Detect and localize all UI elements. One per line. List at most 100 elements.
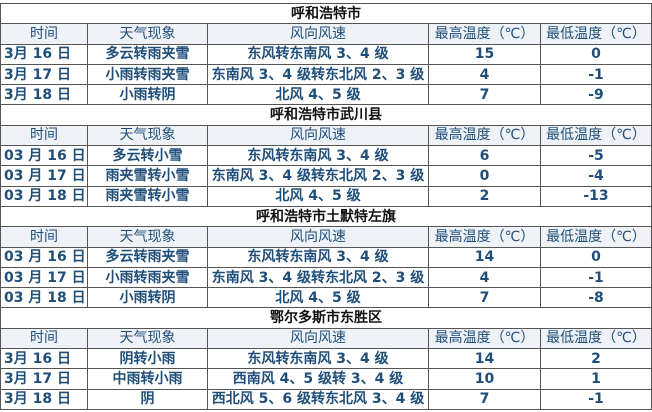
date-cell: 03 月 16 日 (0, 145, 88, 167)
header-row: 时间 天气现象 风向风速 最高温度（℃） 最低温度（℃） (0, 23, 652, 45)
weather-cell: 小雨转阴 (87, 287, 208, 309)
column-header: 风向风速 (207, 226, 429, 248)
high-temp-cell: 4 (428, 266, 541, 289)
weather-cell: 中雨转小雨 (87, 368, 208, 390)
low-temp-cell: -1 (539, 63, 652, 86)
table-row: 03 月 18 日小雨转阴 北风 4、5 级 7 -8 (0, 287, 652, 309)
section-title: 鄂尔多斯市东胜区 (0, 307, 652, 329)
weather-cell: 雨夹雪转小雪 (87, 185, 208, 207)
wind-cell: 北风 4、5 级 (207, 185, 429, 207)
date-cell: 3月 17 日 (0, 368, 88, 390)
section-title-row: 鄂尔多斯市东胜区 (0, 307, 652, 329)
high-temp-cell: 10 (428, 368, 541, 390)
high-temp-cell: 7 (428, 84, 541, 106)
column-header: 最高温度（℃） (428, 327, 541, 350)
low-temp-cell: -9 (539, 84, 652, 106)
weather-cell: 阴转小雨 (87, 348, 208, 370)
table-row: 3月 18 日阴西北风 5、6 级转东北风 3、4 级 7 -1 (0, 388, 652, 410)
table-row: 3月 16 日多云转雨夹雪 东风转东南风 3、4 级 15 0 (0, 43, 652, 65)
table-row: 03 月 18 日雨夹雪转小雪 北风 4、5 级 2 -13 (0, 185, 652, 207)
date-cell: 3月 16 日 (0, 43, 88, 65)
high-temp-cell: 7 (428, 388, 541, 410)
wind-cell: 东南风 3、4 级转东北风 2、3 级 (207, 165, 429, 187)
column-header: 时间 (0, 124, 88, 147)
high-temp-cell: 6 (428, 145, 541, 167)
high-temp-cell: 0 (428, 165, 541, 187)
low-temp-cell: -4 (539, 165, 652, 187)
column-header: 风向风速 (207, 327, 429, 350)
column-header: 风向风速 (207, 124, 429, 147)
table-row: 3月 16 日阴转小雨 东风转东南风 3、4 级 14 2 (0, 348, 652, 370)
column-header: 天气现象 (87, 327, 208, 350)
column-header: 天气现象 (87, 226, 208, 248)
low-temp-cell: 0 (539, 246, 652, 268)
table-row: 03 月 17 日小雨转雨夹雪 东南风 3、4 级转东北风 2、3 级 4 -1 (0, 266, 652, 289)
section-title-row: 呼和浩特市 (0, 2, 652, 25)
date-cell: 3月 18 日 (0, 84, 88, 106)
column-header: 时间 (0, 226, 88, 248)
column-header: 最高温度（℃） (428, 226, 541, 248)
column-header: 最低温度（℃） (539, 327, 652, 350)
column-header: 天气现象 (87, 23, 208, 45)
table-row: 03 月 16 日多云转小雪 东风转东南风 3、4 级 6 -5 (0, 145, 652, 167)
section-title: 呼和浩特市 (0, 2, 652, 25)
date-cell: 03 月 17 日 (0, 165, 88, 187)
date-cell: 03 月 17 日 (0, 266, 88, 289)
wind-cell: 西南风 4、5 级转 3、4 级 (207, 368, 429, 390)
column-header: 最高温度（℃） (428, 124, 541, 147)
low-temp-cell: -8 (539, 287, 652, 309)
date-cell: 03 月 18 日 (0, 185, 88, 207)
wind-cell: 北风 4、5 级 (207, 287, 429, 309)
section-title: 呼和浩特市土默特左旗 (0, 205, 652, 228)
wind-cell: 西北风 5、6 级转东北风 3、4 级 (207, 388, 429, 410)
section-title: 呼和浩特市武川县 (0, 104, 652, 126)
low-temp-cell: 2 (539, 348, 652, 370)
column-header: 最高温度（℃） (428, 23, 541, 45)
date-cell: 03 月 18 日 (0, 287, 88, 309)
column-header: 天气现象 (87, 124, 208, 147)
section-title-row: 呼和浩特市土默特左旗 (0, 205, 652, 228)
wind-cell: 东风转东南风 3、4 级 (207, 246, 429, 268)
low-temp-cell: 0 (539, 43, 652, 65)
high-temp-cell: 14 (428, 348, 541, 370)
header-row: 时间 天气现象 风向风速 最高温度（℃） 最低温度（℃） (0, 124, 652, 147)
weather-cell: 阴 (87, 388, 208, 410)
weather-cell: 小雨转阴 (87, 84, 208, 106)
table-row: 3月 17 日小雨转雨夹雪 东南风 3、4 级转东北风 2、3 级 4 -1 (0, 63, 652, 86)
high-temp-cell: 4 (428, 63, 541, 86)
column-header: 最低温度（℃） (539, 226, 652, 248)
low-temp-cell: 1 (539, 368, 652, 390)
column-header: 时间 (0, 23, 88, 45)
table-row: 3月 17 日中雨转小雨 西南风 4、5 级转 3、4 级 10 1 (0, 368, 652, 390)
wind-cell: 东南风 3、4 级转东北风 2、3 级 (207, 63, 429, 86)
high-temp-cell: 2 (428, 185, 541, 207)
wind-cell: 东风转东南风 3、4 级 (207, 43, 429, 65)
wind-cell: 东风转东南风 3、4 级 (207, 348, 429, 370)
table-row: 03 月 16 日多云转雨夹雪 东风转东南风 3、4 级 14 0 (0, 246, 652, 268)
high-temp-cell: 15 (428, 43, 541, 65)
low-temp-cell: -1 (539, 388, 652, 410)
weather-cell: 小雨转雨夹雪 (87, 266, 208, 289)
table-row: 3月 18 日小雨转阴 北风 4、5 级 7 -9 (0, 84, 652, 106)
low-temp-cell: -1 (539, 266, 652, 289)
header-row: 时间 天气现象 风向风速 最高温度（℃） 最低温度（℃） (0, 226, 652, 248)
column-header: 最低温度（℃） (539, 124, 652, 147)
high-temp-cell: 14 (428, 246, 541, 268)
column-header: 风向风速 (207, 23, 429, 45)
section-title-row: 呼和浩特市武川县 (0, 104, 652, 126)
date-cell: 3月 18 日 (0, 388, 88, 410)
wind-cell: 东南风 3、4 级转东北风 2、3 级 (207, 266, 429, 289)
low-temp-cell: -13 (539, 185, 652, 207)
low-temp-cell: -5 (539, 145, 652, 167)
weather-cell: 雨夹雪转小雪 (87, 165, 208, 187)
high-temp-cell: 7 (428, 287, 541, 309)
wind-cell: 北风 4、5 级 (207, 84, 429, 106)
column-header: 时间 (0, 327, 88, 350)
date-cell: 3月 17 日 (0, 63, 88, 86)
date-cell: 03 月 16 日 (0, 246, 88, 268)
column-header: 最低温度（℃） (539, 23, 652, 45)
weather-cell: 小雨转雨夹雪 (87, 63, 208, 86)
date-cell: 3月 16 日 (0, 348, 88, 370)
header-row: 时间 天气现象 风向风速 最高温度（℃） 最低温度（℃） (0, 327, 652, 350)
